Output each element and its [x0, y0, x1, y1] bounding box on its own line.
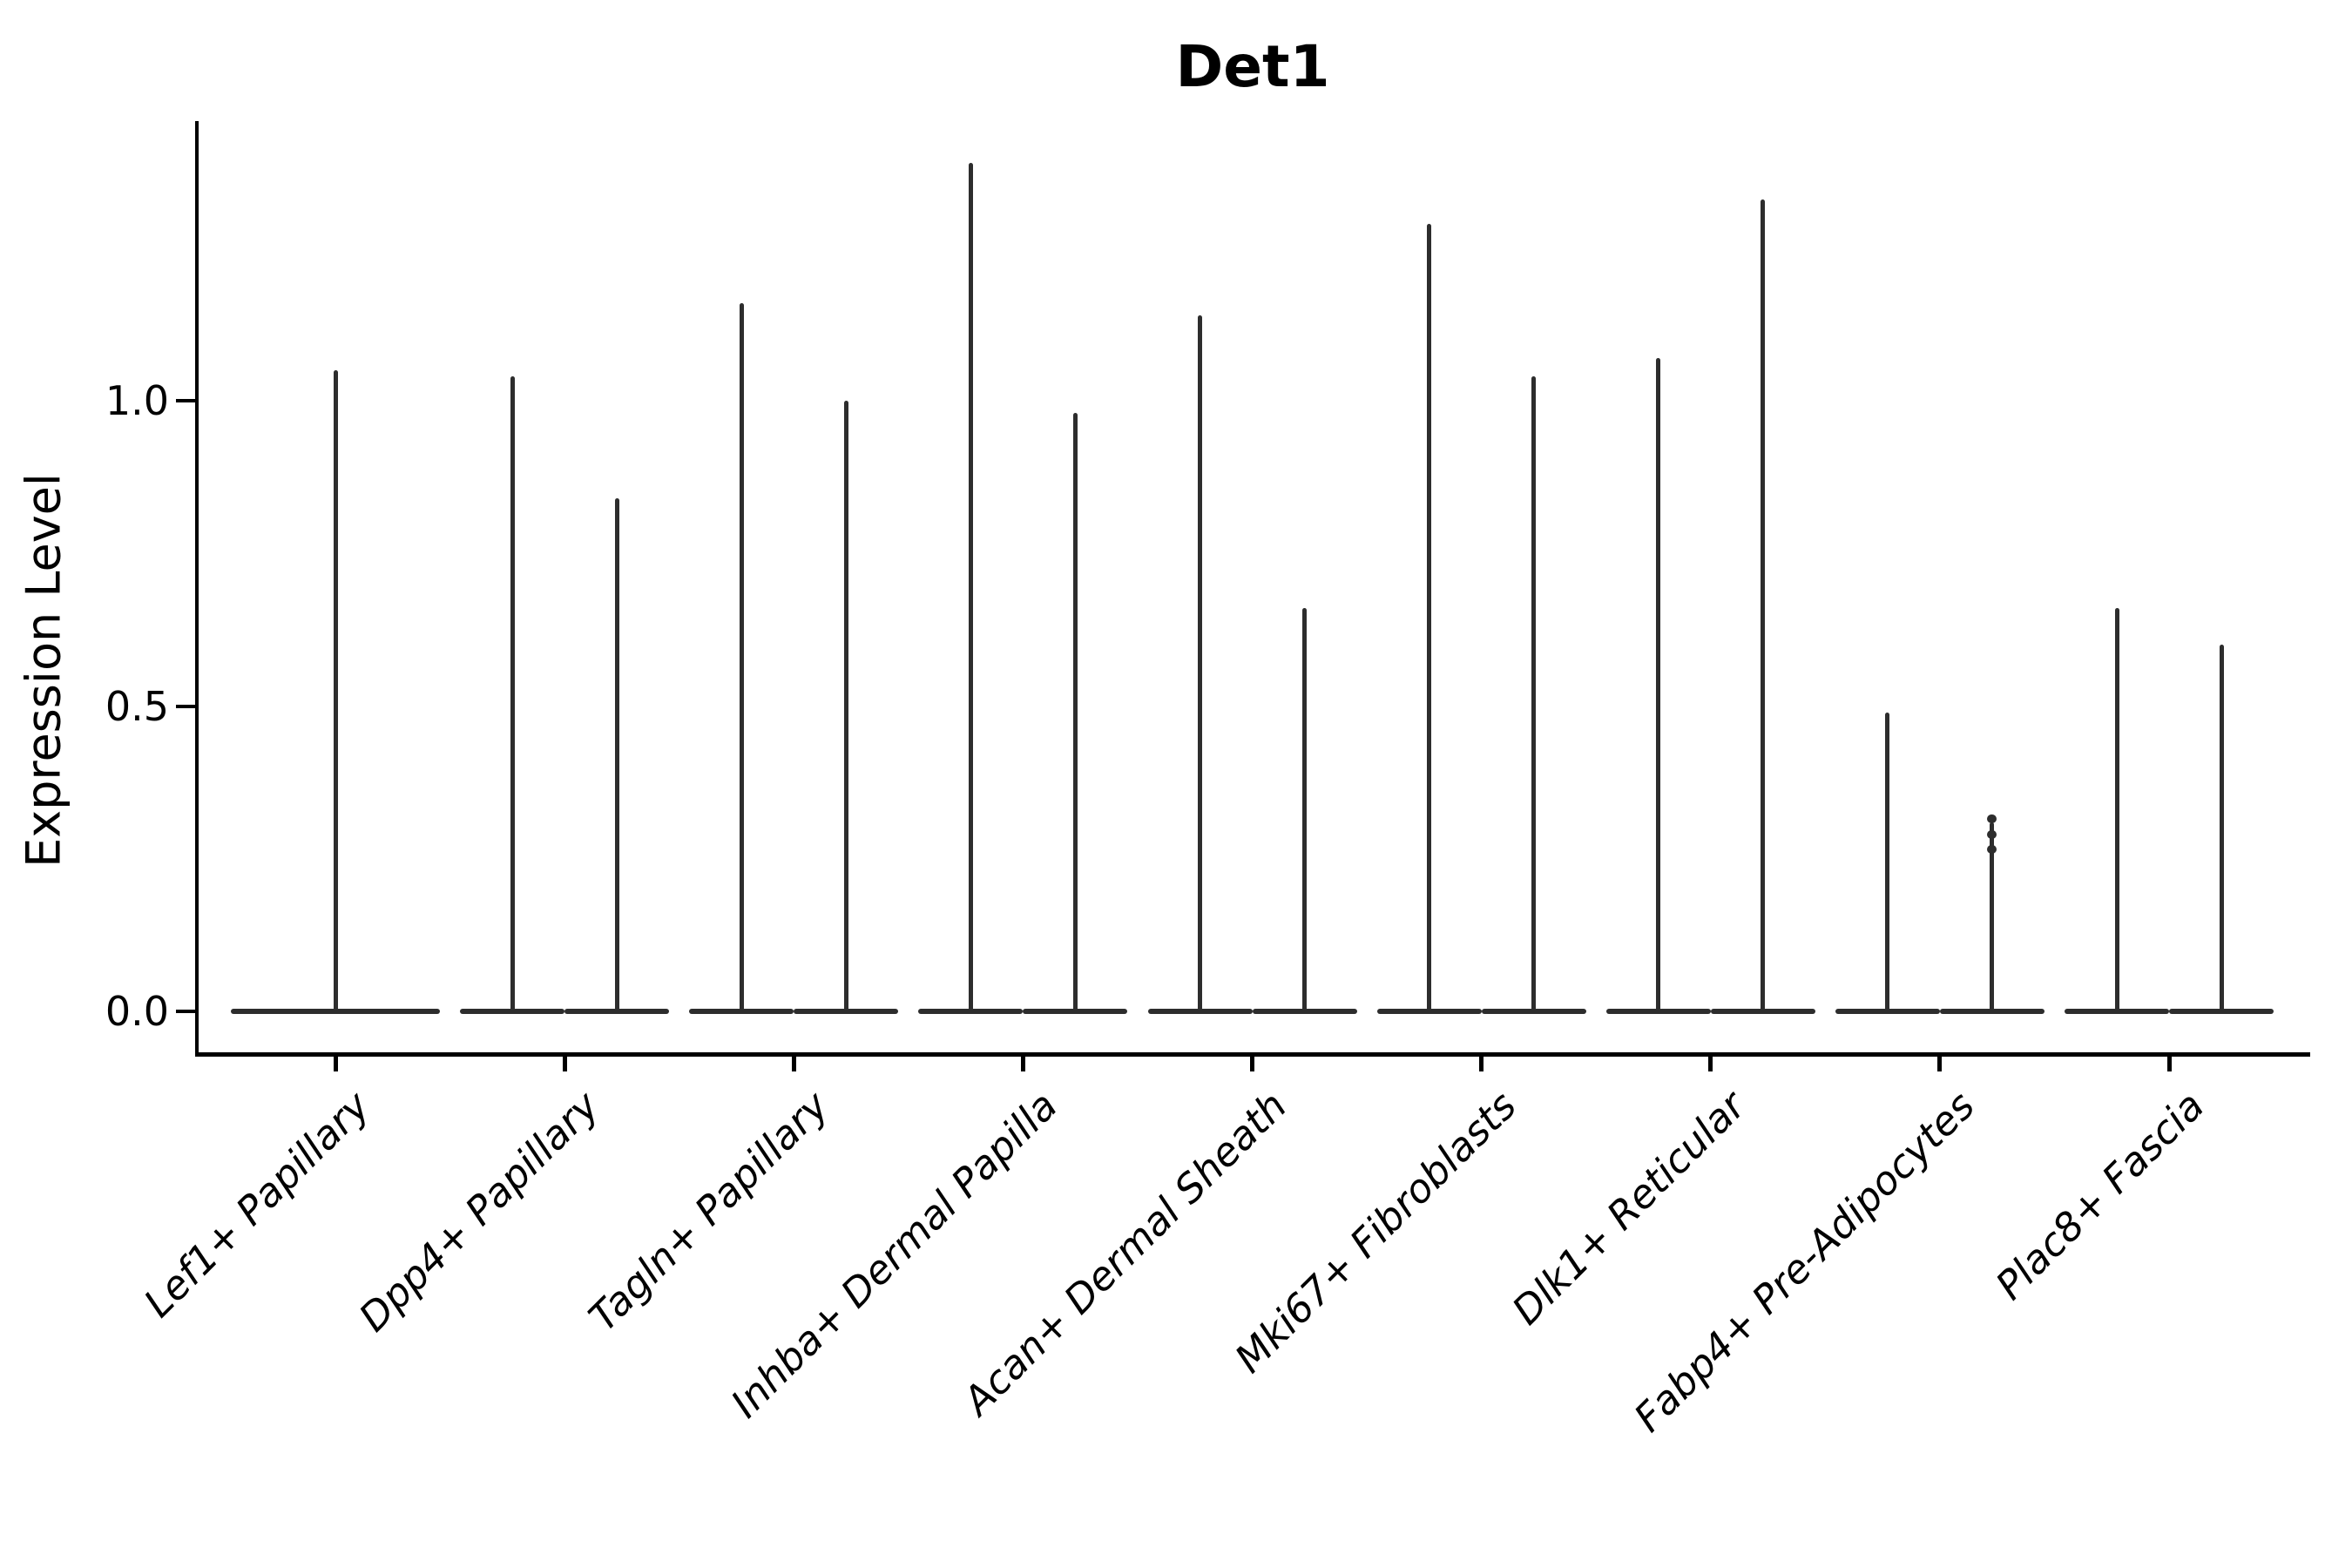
violin-base [918, 1009, 1024, 1014]
violin-base [2065, 1009, 2169, 1014]
violin-base [1710, 1009, 1815, 1014]
violin-bump [1987, 845, 1997, 855]
violin-spike [1990, 821, 1995, 1011]
violin-spike [739, 302, 744, 1011]
violin-spike [1198, 314, 1202, 1011]
violin-bump [1987, 814, 1997, 824]
violin-base [1939, 1009, 2044, 1014]
x-tick-label: Tagln+ Papillary [579, 1082, 838, 1341]
violin-base [1023, 1009, 1128, 1014]
violin-base [564, 1009, 670, 1014]
violin-base [794, 1009, 899, 1014]
violin-base [1147, 1009, 1253, 1014]
x-tick-label: Dpp4+ Papillary [349, 1082, 609, 1341]
y-tick-label: 1.0 [105, 377, 169, 424]
violin-spike [333, 369, 338, 1011]
violin-base [460, 1009, 565, 1014]
y-tick [176, 704, 195, 708]
violin-spike [614, 498, 619, 1011]
violin-spike [2114, 608, 2119, 1011]
y-tick-label: 0.0 [105, 988, 169, 1035]
violin-spike [1656, 357, 1661, 1011]
violin-base [1481, 1009, 1586, 1014]
violin-base [2169, 1009, 2274, 1014]
violin-spike [1072, 413, 1078, 1011]
x-tick [1250, 1054, 1254, 1071]
violin-base [1376, 1009, 1482, 1014]
violin-spike [1885, 712, 1890, 1011]
plot-title: Det1 [1175, 33, 1330, 100]
violin-spike [1531, 375, 1537, 1011]
y-axis-spine [195, 121, 199, 1057]
x-tick [1937, 1054, 1943, 1071]
violin-spike [968, 162, 973, 1011]
x-tick [1020, 1054, 1025, 1071]
x-tick-label: Plac8+ Fascia [1986, 1082, 2213, 1309]
violin-base [1605, 1009, 1711, 1014]
violin-base [1835, 1009, 1940, 1014]
violin-spike [1302, 608, 1307, 1011]
x-tick [333, 1054, 338, 1071]
y-tick-label: 0.5 [105, 682, 169, 730]
x-tick-label: Lef1+ Papillary [135, 1082, 380, 1327]
violin-spike [1761, 199, 1766, 1011]
x-tick [1708, 1054, 1713, 1071]
x-tick-label: Dlk1+ Reticular [1503, 1082, 1754, 1334]
violin-spike [510, 375, 515, 1011]
violin-base [1252, 1009, 1357, 1014]
violin-spike [2219, 645, 2224, 1011]
violin-spike [1427, 223, 1432, 1011]
x-tick [791, 1054, 796, 1071]
violin-base [231, 1009, 440, 1014]
y-tick [176, 1010, 195, 1013]
x-tick [1479, 1054, 1484, 1071]
violin-base [689, 1009, 794, 1014]
violin-spike [843, 401, 848, 1011]
x-tick [2166, 1054, 2172, 1071]
x-tick [562, 1054, 567, 1071]
y-tick [176, 399, 195, 402]
violin-bump [1987, 829, 1997, 839]
